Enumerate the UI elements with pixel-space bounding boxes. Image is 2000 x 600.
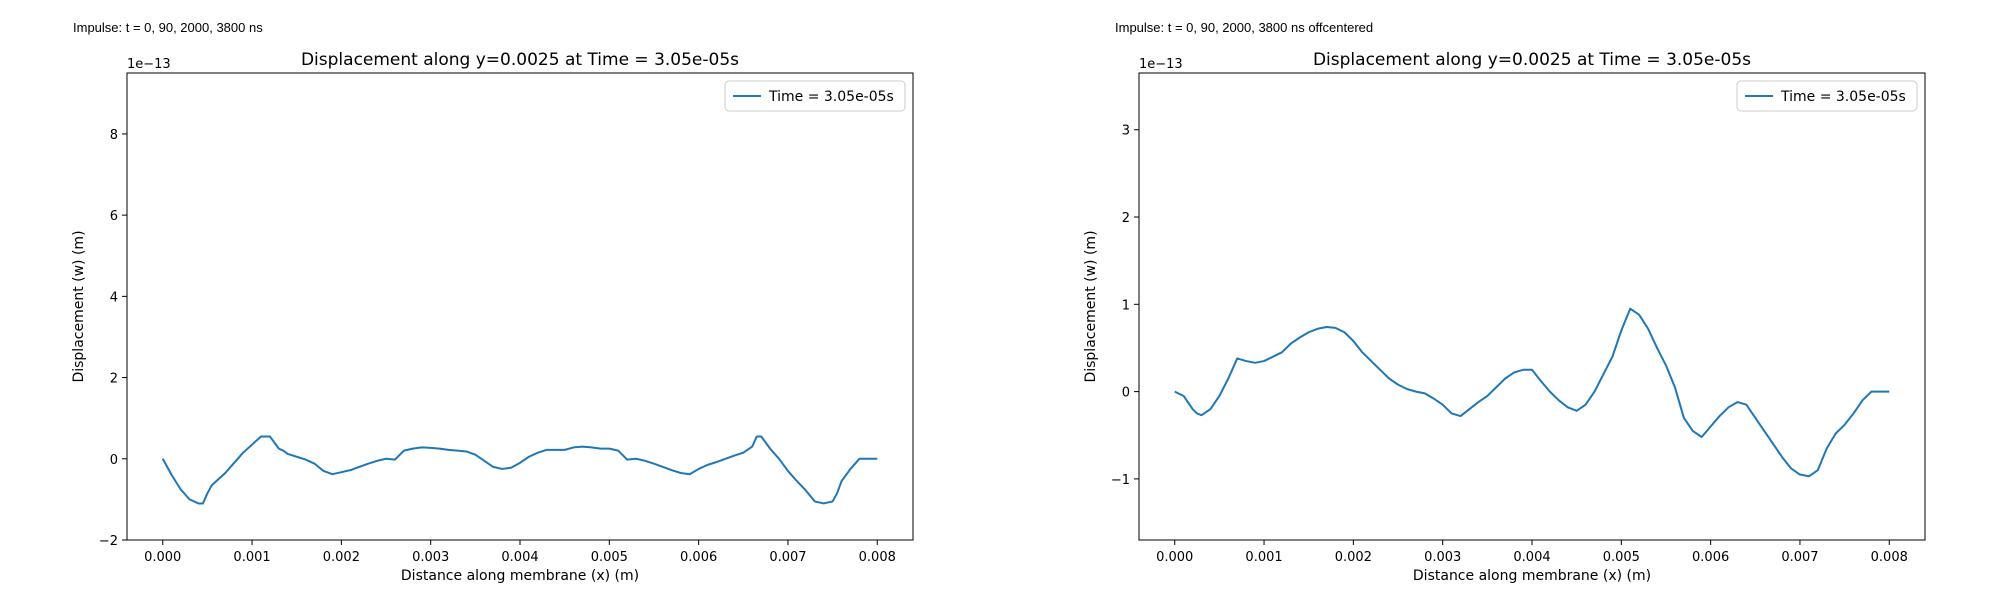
y-tick-label: 2: [1122, 211, 1130, 226]
y-axis-label: Displacement (w) (m): [1083, 230, 1099, 382]
series-line: [161, 435, 878, 505]
legend-label: Time = 3.05e-05s: [768, 89, 894, 105]
x-axis-label: Distance along membrane (x) (m): [401, 568, 639, 584]
x-tick-label: 0.005: [1603, 550, 1640, 565]
x-tick-label: 0.002: [323, 550, 360, 565]
y-tick-label: 4: [110, 290, 118, 305]
x-tick-label: 0.000: [1156, 550, 1193, 565]
y-tick-label: 0: [1122, 386, 1130, 401]
figure-caption-right: Impulse: t = 0, 90, 2000, 3800 ns offcen…: [1115, 20, 1374, 35]
x-tick-label: 0.006: [680, 550, 717, 565]
x-tick-label: 0.007: [1781, 550, 1818, 565]
x-axis-label: Distance along membrane (x) (m): [1413, 568, 1651, 584]
chart-title: Displacement along y=0.0025 at Time = 3.…: [1313, 50, 1751, 70]
y-tick-label: 0: [110, 453, 118, 468]
x-tick-label: 0.001: [233, 550, 270, 565]
y-axis-label: Displacement (w) (m): [71, 230, 87, 382]
x-tick-label: 0.003: [1424, 550, 1461, 565]
y-tick-label: 3: [1122, 124, 1130, 139]
x-tick-label: 0.003: [412, 550, 449, 565]
x-tick-label: 0.001: [1245, 550, 1282, 565]
series-line: [1174, 307, 1890, 478]
legend-box: [1736, 80, 1918, 112]
figure-caption-left: Impulse: t = 0, 90, 2000, 3800 ns: [73, 20, 263, 35]
x-tick-label: 0.002: [1335, 550, 1372, 565]
y-tick-label: −1: [1111, 473, 1130, 488]
x-tick-label: 0.007: [769, 550, 806, 565]
x-tick-label: 0.008: [859, 550, 896, 565]
x-tick-label: 0.000: [144, 550, 181, 565]
legend: Time = 3.05e-05s: [1736, 80, 1918, 112]
y-tick-label: 1: [1122, 298, 1130, 313]
y-tick-label: −2: [99, 534, 118, 549]
legend-box: [724, 80, 906, 112]
plot-frame: [1138, 72, 1926, 541]
legend-label: Time = 3.05e-05s: [1780, 89, 1906, 105]
legend: Time = 3.05e-05s: [724, 80, 906, 112]
x-tick-label: 0.006: [1692, 550, 1729, 565]
y-tick-label: 6: [110, 209, 118, 224]
x-tick-label: 0.008: [1871, 550, 1908, 565]
y-offset-label: 1e−13: [1139, 57, 1183, 72]
y-offset-label: 1e−13: [127, 57, 171, 72]
x-tick-label: 0.005: [591, 550, 628, 565]
y-tick-label: 2: [110, 372, 118, 387]
y-tick-label: 8: [110, 128, 118, 143]
chart-title: Displacement along y=0.0025 at Time = 3.…: [301, 50, 739, 70]
x-tick-label: 0.004: [501, 550, 538, 565]
x-tick-label: 0.004: [1513, 550, 1550, 565]
